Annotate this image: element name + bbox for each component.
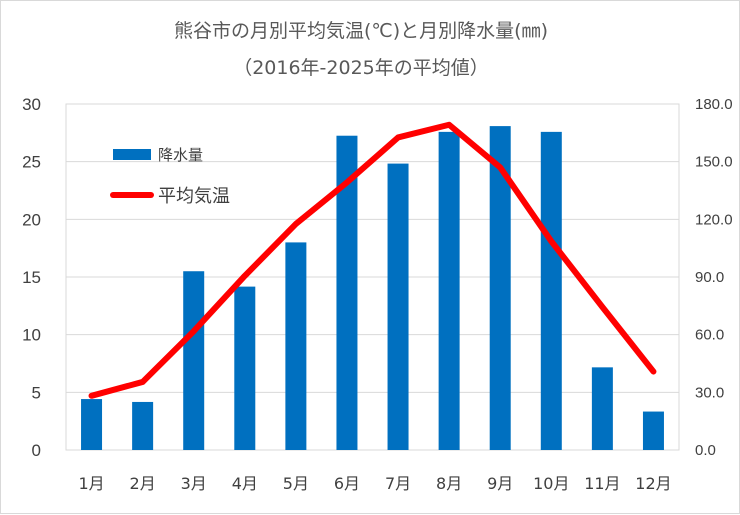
bar-precipitation-10	[540, 131, 562, 450]
right-tick-label: 150.0	[695, 154, 733, 171]
left-tick-label: 5	[32, 383, 41, 402]
bar-precipitation-3	[183, 271, 205, 450]
right-tick-label: 60.0	[695, 327, 724, 344]
right-tick-label: 90.0	[695, 269, 724, 286]
left-tick-label: 30	[22, 95, 41, 114]
point-temperature-3	[193, 330, 195, 332]
legend: 降水量 平均気温	[110, 146, 230, 207]
chart-subtitle: （2016年-2025年の平均値）	[233, 57, 489, 79]
x-tick-label: 8月	[436, 474, 462, 493]
left-tick-label: 25	[22, 153, 41, 172]
x-tick-label: 6月	[334, 474, 360, 493]
bar-precipitation-9	[489, 126, 511, 450]
left-axis: 0 5 10 15 20 25 30	[22, 95, 41, 460]
right-tick-label: 30.0	[695, 384, 724, 401]
point-temperature-2	[142, 381, 144, 383]
point-temperature-8	[448, 124, 450, 126]
legend-swatch-precipitation	[113, 149, 151, 160]
right-tick-label: 120.0	[695, 211, 733, 228]
x-tick-label: 11月	[584, 474, 620, 493]
legend-label-precipitation: 降水量	[158, 146, 203, 164]
chart-title: 熊谷市の月別平均気温(℃)と月別降水量(㎜)	[174, 20, 548, 42]
x-tick-label: 3月	[181, 474, 207, 493]
x-tick-label: 2月	[130, 474, 156, 493]
left-tick-label: 20	[22, 210, 41, 229]
bar-series	[81, 126, 664, 451]
right-tick-label: 180.0	[695, 96, 733, 113]
bar-precipitation-5	[285, 242, 307, 450]
right-tick-label: 0.0	[695, 442, 716, 459]
line-temperature	[88, 121, 657, 399]
point-temperature-6	[346, 181, 348, 183]
point-temperature-1	[91, 395, 93, 397]
legend-label-temperature: 平均気温	[158, 186, 230, 207]
bar-precipitation-1	[81, 399, 103, 450]
point-temperature-10	[550, 240, 552, 242]
x-tick-label: 9月	[487, 474, 513, 493]
x-axis: 1月 2月 3月 4月 5月 6月 7月 8月 9月 10月 11月 12月	[78, 474, 671, 493]
left-tick-label: 15	[22, 268, 41, 287]
x-tick-label: 12月	[635, 474, 671, 493]
bar-precipitation-12	[642, 411, 664, 450]
point-temperature-4	[244, 275, 246, 277]
point-temperature-11	[601, 306, 603, 308]
x-tick-label: 4月	[232, 474, 258, 493]
left-tick-label: 10	[22, 326, 41, 345]
line-series	[88, 121, 657, 399]
left-tick-label: 0	[32, 441, 41, 460]
point-temperature-7	[397, 136, 399, 138]
bar-precipitation-2	[132, 401, 154, 450]
point-temperature-9	[499, 166, 501, 168]
point-temperature-12	[652, 371, 654, 373]
x-tick-label: 7月	[385, 474, 411, 493]
x-tick-label: 1月	[78, 474, 104, 493]
right-axis: 0.0 30.0 60.0 90.0 120.0 150.0 180.0	[695, 96, 733, 459]
bar-precipitation-8	[438, 131, 460, 450]
x-tick-label: 10月	[533, 474, 569, 493]
x-tick-label: 5月	[283, 474, 309, 493]
bar-precipitation-11	[591, 367, 613, 450]
bar-precipitation-4	[234, 286, 256, 450]
point-temperature-5	[295, 223, 297, 225]
bar-precipitation-6	[336, 135, 358, 450]
bar-precipitation-7	[387, 163, 409, 451]
